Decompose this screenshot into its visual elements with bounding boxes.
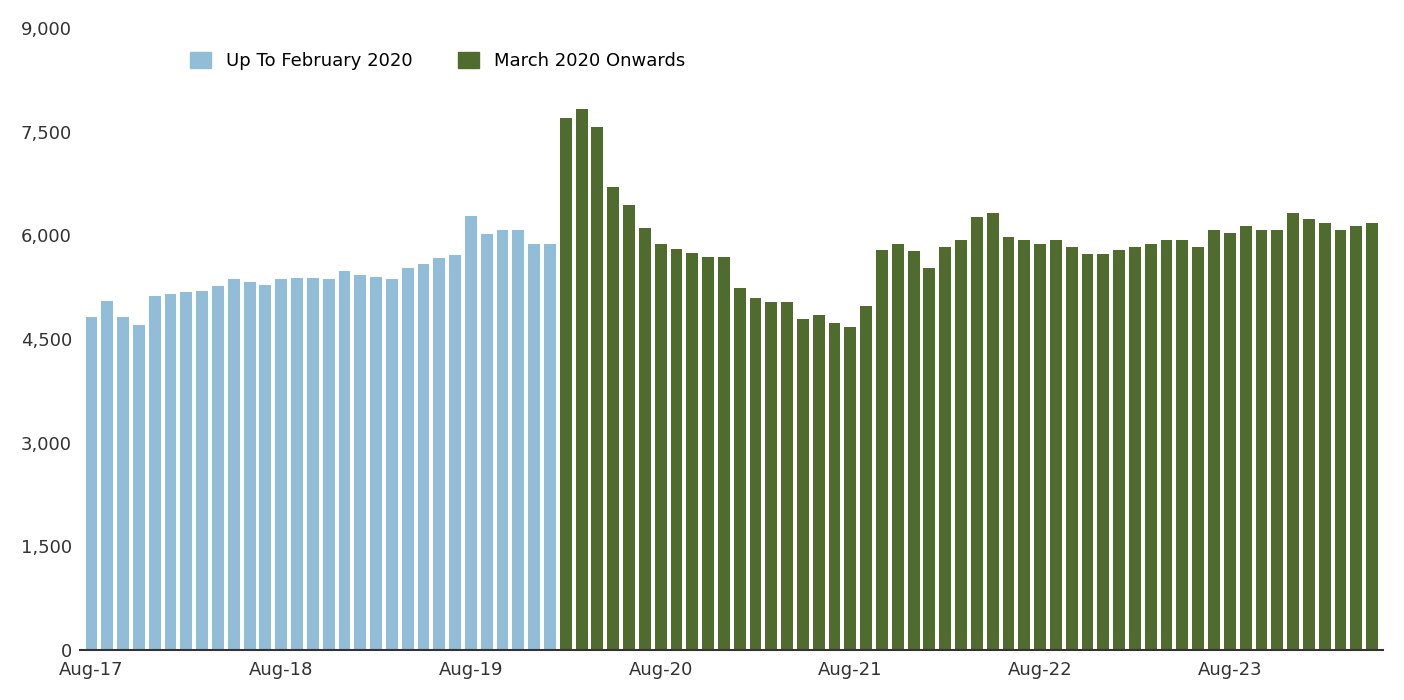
Bar	[924, 267, 935, 650]
Bar	[117, 317, 129, 650]
Bar	[497, 230, 508, 650]
Bar	[244, 282, 256, 650]
Bar	[1240, 226, 1251, 650]
Bar	[434, 258, 445, 650]
Bar	[275, 279, 288, 650]
Bar	[164, 294, 177, 650]
Bar	[1207, 230, 1220, 650]
Bar	[1224, 233, 1236, 650]
Bar	[1318, 223, 1331, 650]
Bar	[813, 316, 824, 650]
Bar	[417, 265, 430, 650]
Bar	[1144, 244, 1157, 650]
Bar	[1018, 240, 1031, 650]
Bar	[197, 290, 208, 650]
Bar	[1081, 254, 1094, 650]
Bar	[987, 213, 998, 650]
Bar	[260, 285, 271, 650]
Bar	[386, 279, 397, 650]
Bar	[591, 127, 604, 650]
Bar	[955, 240, 967, 650]
Bar	[1366, 223, 1379, 650]
Bar	[1303, 219, 1314, 650]
Bar	[1271, 230, 1283, 650]
Bar	[671, 249, 682, 650]
Bar	[717, 258, 730, 650]
Bar	[1192, 247, 1205, 650]
Bar	[828, 323, 841, 650]
Bar	[101, 301, 114, 650]
Legend: Up To February 2020, March 2020 Onwards: Up To February 2020, March 2020 Onwards	[181, 43, 694, 79]
Bar	[1129, 247, 1141, 650]
Bar	[323, 279, 334, 650]
Bar	[765, 302, 778, 650]
Bar	[227, 279, 240, 650]
Bar	[86, 317, 97, 650]
Bar	[449, 255, 461, 650]
Bar	[212, 286, 223, 650]
Bar	[734, 288, 746, 650]
Bar	[972, 216, 983, 650]
Bar	[1066, 247, 1078, 650]
Bar	[1287, 213, 1299, 650]
Bar	[1177, 240, 1188, 650]
Bar	[354, 274, 366, 650]
Bar	[623, 205, 635, 650]
Bar	[907, 251, 920, 650]
Bar	[1113, 251, 1125, 650]
Bar	[1161, 240, 1172, 650]
Bar	[543, 244, 556, 650]
Bar	[465, 216, 477, 650]
Bar	[608, 187, 619, 650]
Bar	[654, 244, 667, 650]
Bar	[702, 258, 715, 650]
Bar	[797, 319, 809, 650]
Bar	[576, 109, 587, 650]
Bar	[560, 118, 571, 650]
Bar	[750, 298, 761, 650]
Bar	[149, 296, 160, 650]
Bar	[291, 278, 303, 650]
Bar	[371, 276, 382, 650]
Bar	[876, 251, 887, 650]
Bar	[1035, 244, 1046, 650]
Bar	[1050, 240, 1061, 650]
Bar	[1002, 237, 1015, 650]
Bar	[892, 244, 904, 650]
Bar	[307, 278, 319, 650]
Bar	[939, 247, 951, 650]
Bar	[1351, 226, 1362, 650]
Bar	[528, 244, 541, 650]
Bar	[1335, 230, 1346, 650]
Bar	[181, 292, 192, 650]
Bar	[844, 326, 856, 650]
Bar	[687, 253, 698, 650]
Bar	[861, 306, 872, 650]
Bar	[338, 271, 351, 650]
Bar	[1098, 254, 1109, 650]
Bar	[480, 234, 493, 650]
Bar	[781, 302, 793, 650]
Bar	[639, 228, 651, 650]
Bar	[402, 267, 414, 650]
Bar	[133, 325, 145, 650]
Bar	[1255, 230, 1268, 650]
Bar	[512, 230, 524, 650]
